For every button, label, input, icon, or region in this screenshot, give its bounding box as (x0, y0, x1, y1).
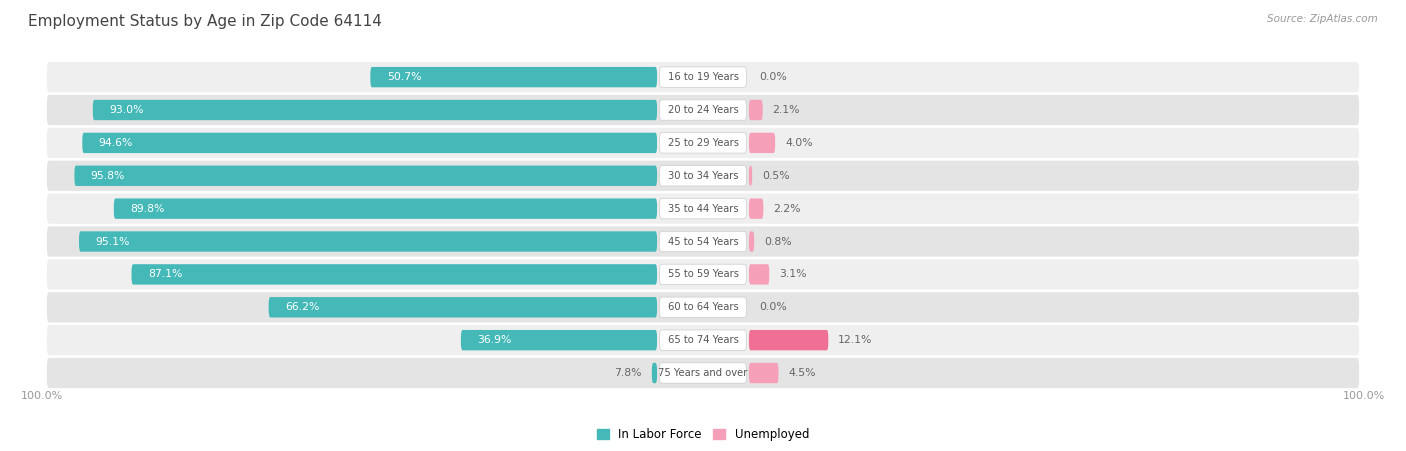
FancyBboxPatch shape (659, 67, 747, 87)
Text: 89.8%: 89.8% (131, 204, 165, 214)
Text: Employment Status by Age in Zip Code 64114: Employment Status by Age in Zip Code 641… (28, 14, 382, 28)
FancyBboxPatch shape (370, 67, 657, 87)
Text: 0.5%: 0.5% (762, 171, 790, 181)
FancyBboxPatch shape (749, 100, 762, 120)
Text: 45 to 54 Years: 45 to 54 Years (668, 236, 738, 247)
FancyBboxPatch shape (749, 330, 828, 350)
FancyBboxPatch shape (46, 128, 1360, 158)
FancyBboxPatch shape (749, 166, 752, 186)
FancyBboxPatch shape (659, 231, 747, 252)
FancyBboxPatch shape (83, 133, 657, 153)
FancyBboxPatch shape (46, 161, 1360, 191)
Text: 20 to 24 Years: 20 to 24 Years (668, 105, 738, 115)
Text: 55 to 59 Years: 55 to 59 Years (668, 269, 738, 279)
FancyBboxPatch shape (79, 231, 657, 252)
FancyBboxPatch shape (749, 363, 779, 383)
Text: 94.6%: 94.6% (98, 138, 134, 148)
FancyBboxPatch shape (132, 264, 657, 285)
Text: 2.2%: 2.2% (773, 204, 800, 214)
Text: 2.1%: 2.1% (772, 105, 800, 115)
Text: 16 to 19 Years: 16 to 19 Years (668, 72, 738, 82)
Text: 60 to 64 Years: 60 to 64 Years (668, 302, 738, 312)
Text: Source: ZipAtlas.com: Source: ZipAtlas.com (1267, 14, 1378, 23)
Text: 66.2%: 66.2% (285, 302, 319, 312)
Text: 100.0%: 100.0% (21, 391, 63, 401)
FancyBboxPatch shape (659, 264, 747, 285)
FancyBboxPatch shape (749, 231, 754, 252)
Text: 0.0%: 0.0% (759, 302, 786, 312)
FancyBboxPatch shape (269, 297, 657, 318)
FancyBboxPatch shape (46, 292, 1360, 322)
FancyBboxPatch shape (46, 193, 1360, 224)
Text: 65 to 74 Years: 65 to 74 Years (668, 335, 738, 345)
Text: 87.1%: 87.1% (148, 269, 183, 279)
FancyBboxPatch shape (652, 363, 657, 383)
Text: 95.1%: 95.1% (96, 236, 129, 247)
FancyBboxPatch shape (46, 62, 1360, 92)
FancyBboxPatch shape (46, 226, 1360, 257)
Text: 7.8%: 7.8% (614, 368, 643, 378)
Text: 0.8%: 0.8% (763, 236, 792, 247)
Text: 50.7%: 50.7% (387, 72, 422, 82)
FancyBboxPatch shape (659, 330, 747, 350)
Text: 93.0%: 93.0% (110, 105, 143, 115)
Text: 3.1%: 3.1% (779, 269, 807, 279)
Text: 30 to 34 Years: 30 to 34 Years (668, 171, 738, 181)
Text: 0.0%: 0.0% (759, 72, 786, 82)
FancyBboxPatch shape (93, 100, 657, 120)
Text: 25 to 29 Years: 25 to 29 Years (668, 138, 738, 148)
FancyBboxPatch shape (749, 133, 775, 153)
Text: 100.0%: 100.0% (1343, 391, 1385, 401)
Text: 4.5%: 4.5% (789, 368, 815, 378)
Legend: In Labor Force, Unemployed: In Labor Force, Unemployed (592, 423, 814, 446)
Text: 36.9%: 36.9% (477, 335, 512, 345)
FancyBboxPatch shape (749, 198, 763, 219)
FancyBboxPatch shape (659, 198, 747, 219)
FancyBboxPatch shape (46, 95, 1360, 125)
FancyBboxPatch shape (749, 264, 769, 285)
Text: 95.8%: 95.8% (91, 171, 125, 181)
FancyBboxPatch shape (114, 198, 657, 219)
Text: 35 to 44 Years: 35 to 44 Years (668, 204, 738, 214)
FancyBboxPatch shape (659, 100, 747, 120)
FancyBboxPatch shape (46, 358, 1360, 388)
Text: 75 Years and over: 75 Years and over (658, 368, 748, 378)
FancyBboxPatch shape (46, 259, 1360, 290)
FancyBboxPatch shape (659, 297, 747, 318)
FancyBboxPatch shape (46, 325, 1360, 355)
FancyBboxPatch shape (75, 166, 657, 186)
FancyBboxPatch shape (659, 166, 747, 186)
Text: 12.1%: 12.1% (838, 335, 873, 345)
FancyBboxPatch shape (461, 330, 657, 350)
FancyBboxPatch shape (659, 133, 747, 153)
FancyBboxPatch shape (659, 363, 747, 383)
Text: 4.0%: 4.0% (785, 138, 813, 148)
